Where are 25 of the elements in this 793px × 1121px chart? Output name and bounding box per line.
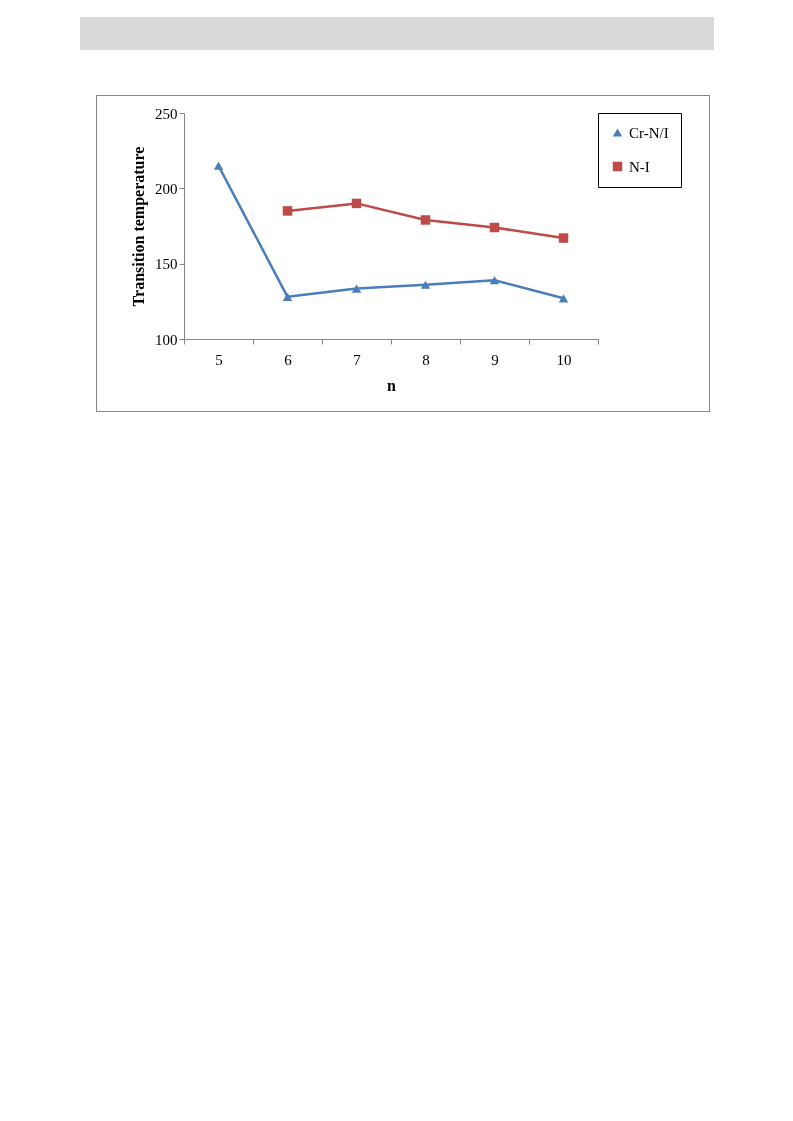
- point: [489, 222, 500, 233]
- x-tick-label: 5: [215, 351, 223, 368]
- x-tick-label: 10: [556, 351, 572, 368]
- x-tick-label: 6: [284, 351, 293, 368]
- x-axis-title: n: [387, 376, 397, 394]
- point: [282, 206, 293, 216]
- point: [558, 294, 569, 303]
- legend-label: Cr-N/I: [629, 124, 669, 141]
- point: [351, 284, 362, 293]
- y-tick-label: 200: [155, 180, 178, 197]
- x-tick-label: 9: [491, 351, 499, 368]
- point: [213, 161, 224, 170]
- point: [558, 233, 569, 243]
- point: [489, 276, 500, 285]
- x-tick-label: 7: [353, 351, 362, 368]
- point: [351, 198, 362, 209]
- y-axis-title: Transition temperature: [130, 146, 148, 307]
- y-tick-label: 150: [155, 256, 178, 273]
- legend-label: N-I: [629, 158, 650, 175]
- point: [282, 292, 293, 301]
- x-tick-label: 8: [422, 351, 430, 368]
- y-tick-label: 100: [155, 331, 178, 348]
- point: [420, 215, 431, 225]
- point: [420, 280, 431, 289]
- y-tick-label: 250: [155, 105, 178, 122]
